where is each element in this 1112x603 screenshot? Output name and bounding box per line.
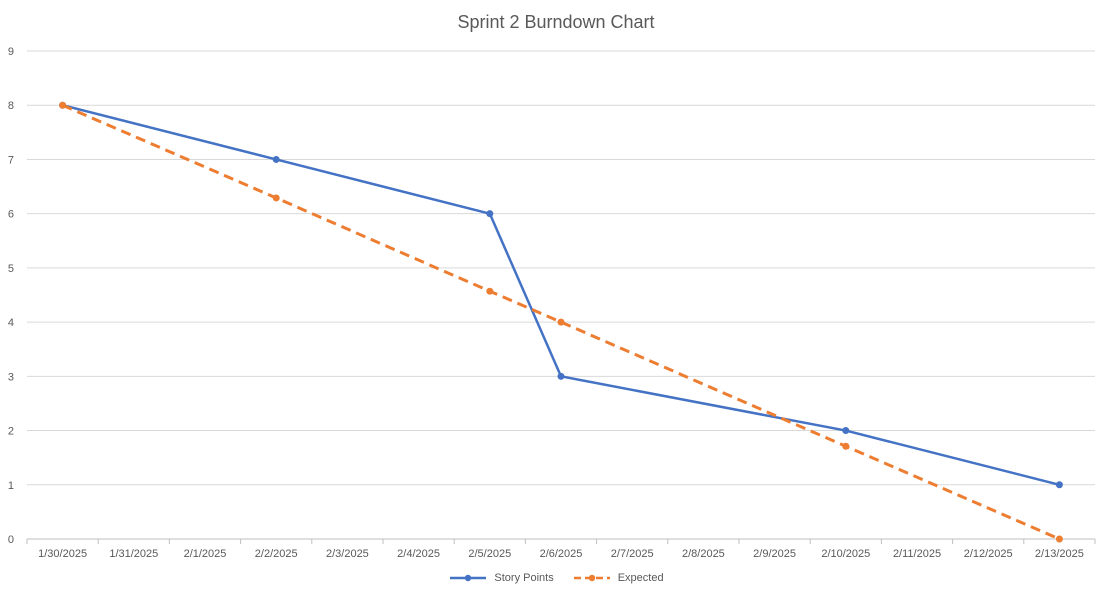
y-tick-label: 1 — [8, 480, 14, 492]
legend-item-expected[interactable]: Expected — [572, 572, 664, 584]
x-tick-label: 1/30/2025 — [38, 548, 87, 560]
legend-label-story-points: Story Points — [494, 572, 554, 584]
series-line-story-points — [62, 104, 1060, 486]
data-point-expected[interactable] — [272, 194, 280, 202]
data-point-story-points[interactable] — [486, 210, 494, 218]
data-point-expected[interactable] — [842, 442, 850, 450]
data-point-expected[interactable] — [486, 287, 494, 295]
series-group — [59, 101, 1063, 543]
x-tick-label: 2/3/2025 — [326, 548, 369, 560]
x-tick-label: 2/12/2025 — [964, 548, 1013, 560]
x-tick-label: 2/7/2025 — [611, 548, 654, 560]
y-tick-label: 8 — [8, 100, 14, 112]
x-tick-label: 2/13/2025 — [1035, 548, 1084, 560]
x-tick-label: 2/9/2025 — [753, 548, 796, 560]
x-tick-label: 2/1/2025 — [184, 548, 227, 560]
y-tick-label: 7 — [8, 154, 14, 166]
y-tick-label: 4 — [8, 317, 14, 329]
data-point-story-points[interactable] — [272, 155, 280, 163]
data-point-expected[interactable] — [59, 101, 67, 109]
y-tick-label: 5 — [8, 263, 14, 275]
y-tick-label: 2 — [8, 426, 14, 438]
x-tick-label: 2/5/2025 — [468, 548, 511, 560]
x-tick-label: 2/8/2025 — [682, 548, 725, 560]
x-tick-label: 2/6/2025 — [540, 548, 583, 560]
y-tick-label: 0 — [8, 534, 14, 546]
y-tick-label: 9 — [8, 46, 14, 58]
x-tick-label: 2/2/2025 — [255, 548, 298, 560]
data-point-story-points[interactable] — [1055, 481, 1063, 489]
data-point-expected[interactable] — [557, 318, 565, 326]
x-tick-label: 2/10/2025 — [821, 548, 870, 560]
legend-label-expected: Expected — [617, 572, 664, 584]
data-point-story-points[interactable] — [557, 372, 565, 380]
legend-item-story-points[interactable]: Story Points — [448, 572, 554, 584]
y-tick-label: 6 — [8, 209, 14, 221]
legend: Story Points Expected — [0, 572, 1112, 584]
x-tick-label: 1/31/2025 — [109, 548, 158, 560]
x-tick-label: 2/4/2025 — [397, 548, 440, 560]
chart-title: Sprint 2 Burndown Chart — [457, 12, 655, 32]
data-point-story-points[interactable] — [842, 427, 850, 435]
data-point-expected[interactable] — [1055, 535, 1063, 543]
x-tick-label: 2/11/2025 — [893, 548, 941, 560]
legend-swatch-story-points — [450, 574, 487, 582]
x-axis: 1/30/2025 1/31/2025 2/1/2025 2/2/2025 2/3/20… — [26, 538, 1096, 560]
y-tick-label: 3 — [8, 371, 14, 383]
series-line-expected — [62, 103, 1060, 541]
legend-swatch-expected — [573, 574, 610, 582]
gridlines — [27, 50, 1095, 486]
y-axis: 0 1 2 3 4 5 6 7 8 9 — [8, 46, 14, 546]
